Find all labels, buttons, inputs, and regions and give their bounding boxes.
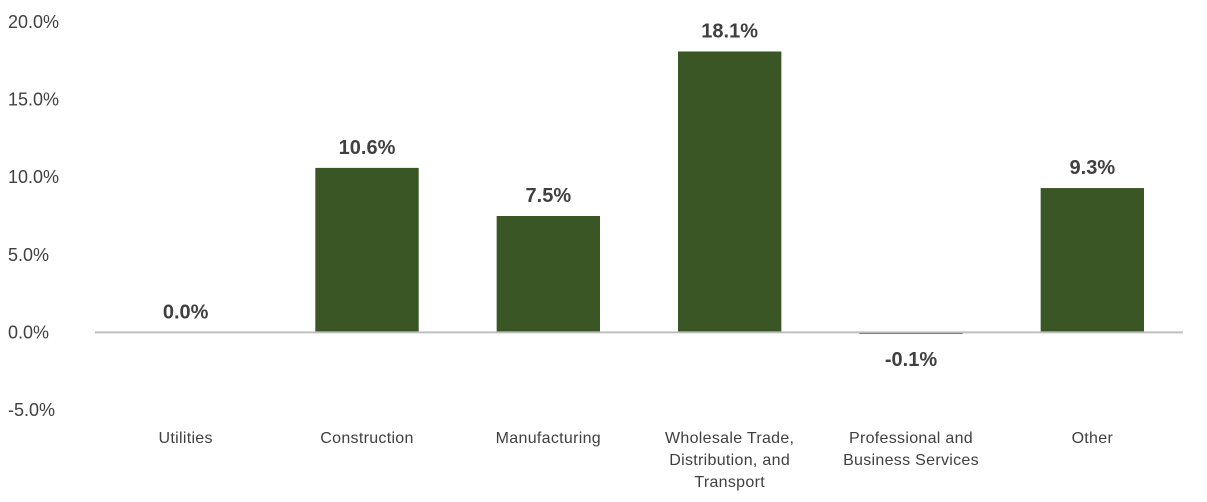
category-label: Utilities bbox=[159, 430, 213, 447]
data-label: 18.1% bbox=[701, 20, 758, 42]
category-label: Construction bbox=[320, 430, 413, 447]
data-labels: 0.0% 10.6% 7.5% 18.1% -0.1% 9.3% bbox=[163, 20, 1115, 370]
y-tick-label: -5.0% bbox=[8, 400, 55, 420]
y-tick-label: 5.0% bbox=[8, 245, 49, 265]
bar bbox=[496, 216, 601, 333]
data-label: -0.1% bbox=[885, 349, 937, 371]
category-label: Professional and Business Services bbox=[843, 430, 979, 469]
data-label: 10.6% bbox=[339, 137, 396, 159]
y-axis-tick-labels: 20.0% 15.0% 10.0% 5.0% 0.0% -5.0% bbox=[8, 12, 59, 420]
bar bbox=[315, 167, 419, 333]
data-label: 0.0% bbox=[163, 301, 209, 323]
y-tick-label: 0.0% bbox=[8, 322, 49, 342]
y-tick-label: 15.0% bbox=[8, 90, 59, 110]
category-label: Other bbox=[1072, 430, 1114, 447]
category-label: Manufacturing bbox=[496, 430, 601, 447]
data-label: 9.3% bbox=[1070, 157, 1116, 179]
category-labels: Utilities Construction Manufacturing Wholes… bbox=[159, 430, 1114, 491]
y-tick-label: 20.0% bbox=[8, 12, 59, 32]
bar bbox=[1040, 188, 1145, 333]
y-tick-label: 10.0% bbox=[8, 167, 59, 187]
data-label: 7.5% bbox=[526, 185, 572, 207]
category-label: Wholesale Trade, Distribution, and Transpo… bbox=[665, 430, 794, 491]
bars bbox=[133, 51, 1145, 334]
bar bbox=[677, 51, 782, 333]
